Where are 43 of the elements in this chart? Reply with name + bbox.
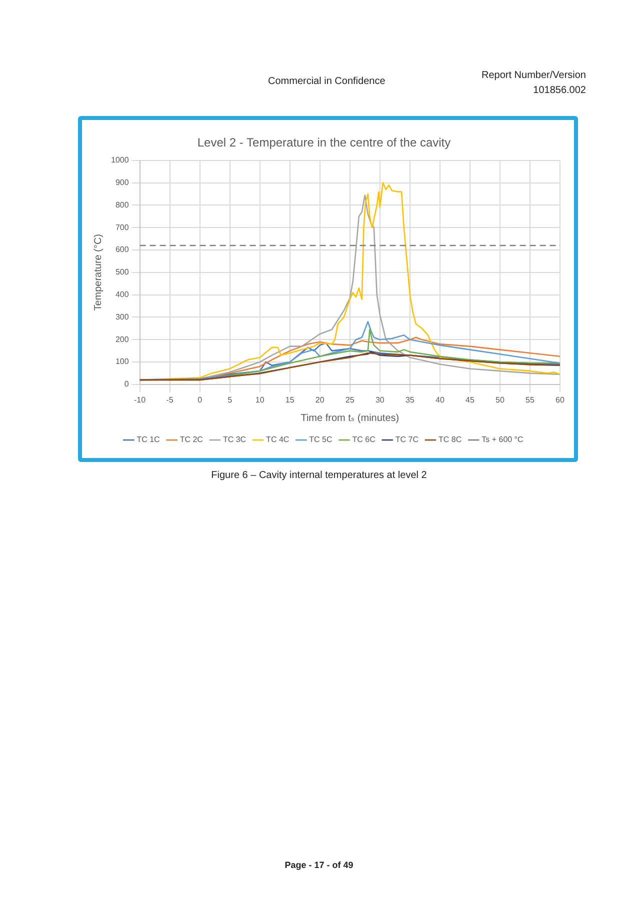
- x-tick-label: 30: [375, 395, 385, 404]
- legend-label: TC 8C: [438, 435, 462, 444]
- y-tick-label: 500: [115, 268, 130, 277]
- legend-label: TC 5C: [309, 435, 333, 444]
- legend-label: Ts + 600 °C: [482, 435, 524, 444]
- x-tick-label: 5: [228, 395, 233, 404]
- legend-label: TC 1C: [136, 435, 160, 444]
- y-tick-label: 800: [115, 200, 130, 210]
- legend-label: TC 4C: [266, 435, 290, 444]
- legend-label: TC 2C: [180, 435, 204, 444]
- y-tick-label: 100: [115, 357, 130, 366]
- legend-label: TC 7C: [395, 435, 419, 444]
- x-tick-label: 35: [405, 395, 415, 404]
- y-tick-label: 1000: [111, 156, 130, 165]
- text: Commercial in Confidence: [268, 76, 386, 87]
- x-tick-label: 20: [315, 395, 325, 404]
- chart-title: Level 2 - Temperature in the centre of the cavity: [197, 136, 451, 150]
- x-tick-label: -10: [134, 395, 146, 404]
- y-axis-title: Temperature (°C): [92, 234, 104, 311]
- x-axis-title: Time from tₛ (minutes): [300, 412, 400, 424]
- y-tick-label: 700: [115, 222, 130, 232]
- x-tick-label: -5: [166, 395, 174, 404]
- x-tick-label: 45: [466, 395, 475, 404]
- y-tick-label: 0: [124, 380, 130, 389]
- x-tick-label: 0: [198, 395, 203, 404]
- x-tick-label: 40: [435, 395, 445, 404]
- y-tick-label: 600: [115, 245, 130, 254]
- y-tick-label: 400: [115, 290, 130, 300]
- text: Page - 17 - of 49: [284, 860, 354, 870]
- y-tick-label: 200: [115, 334, 130, 344]
- text: Report Number/Version: [482, 69, 586, 83]
- legend-label: TC 6C: [352, 435, 376, 444]
- legend-label: TC 3C: [222, 435, 246, 444]
- y-tick-label: 300: [115, 312, 130, 322]
- x-tick-label: 25: [345, 395, 355, 404]
- x-tick-label: 50: [496, 395, 505, 404]
- x-tick-label: 55: [526, 395, 535, 404]
- y-tick-label: 900: [115, 178, 130, 188]
- x-tick-label: 15: [285, 395, 295, 404]
- x-tick-label: 10: [255, 395, 265, 404]
- text: 101856.002: [532, 84, 586, 98]
- caption: Figure 6 – Cavity internal temperatures at level 2: [210, 470, 428, 481]
- x-tick-label: 60: [556, 395, 565, 404]
